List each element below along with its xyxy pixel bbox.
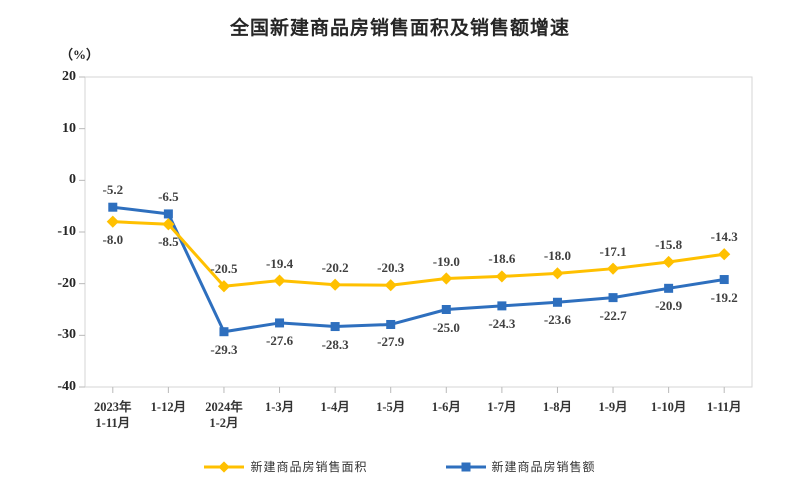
marker-square xyxy=(441,305,451,314)
data-label: -5.2 xyxy=(102,182,124,198)
x-axis-label: 1-10月 xyxy=(650,400,687,414)
marker-square xyxy=(219,327,229,337)
x-axis-label: 1-9月 xyxy=(598,400,628,414)
data-label: -23.6 xyxy=(543,312,571,328)
y-tick-label: -40 xyxy=(57,379,76,394)
y-tick-label: 20 xyxy=(62,69,76,84)
plot-border xyxy=(84,76,753,388)
y-tick-label: 0 xyxy=(69,172,76,188)
data-label: -27.6 xyxy=(265,332,294,348)
data-label: -25.0 xyxy=(432,319,460,335)
marker-diamond xyxy=(162,218,175,231)
data-label: -17.1 xyxy=(599,243,627,259)
data-label: -20.2 xyxy=(321,259,349,275)
y-tick-label: -10 xyxy=(57,224,76,239)
data-label: -8.0 xyxy=(102,231,124,247)
legend-item: 新建商品房销售面积 xyxy=(204,458,367,475)
y-tick-label: 10 xyxy=(62,120,76,136)
legend: 新建商品房销售面积 新建商品房销售额 xyxy=(0,458,800,475)
data-label: -19.4 xyxy=(265,255,294,271)
data-label: -27.9 xyxy=(377,334,405,350)
data-label: -8.5 xyxy=(158,234,179,250)
legend-label: 新建商品房销售面积 xyxy=(250,460,368,474)
data-label: -20.3 xyxy=(377,260,405,276)
x-axis-label: 1-3月 xyxy=(264,400,295,414)
data-label: -19.2 xyxy=(710,289,738,305)
marker-diamond xyxy=(217,280,231,293)
legend-diamond-marker-icon xyxy=(204,460,245,473)
marker-diamond xyxy=(440,272,453,285)
data-label: -14.3 xyxy=(710,229,738,245)
legend-square-marker-icon xyxy=(445,462,486,471)
marker-square xyxy=(163,209,173,219)
data-label: -28.3 xyxy=(321,336,349,352)
x-axis-label: 1-12月 xyxy=(150,400,187,414)
marker-diamond xyxy=(718,248,731,261)
data-label: -6.5 xyxy=(158,188,179,204)
x-axis-label: 1-6月 xyxy=(431,400,461,414)
marker-square xyxy=(108,202,118,212)
data-label: -22.7 xyxy=(599,307,627,323)
marker-diamond xyxy=(662,255,675,269)
marker-square xyxy=(552,297,562,307)
marker-diamond xyxy=(495,270,508,283)
y-tick-label: -20 xyxy=(57,275,76,291)
legend-item: 新建商品房销售额 xyxy=(445,458,596,475)
data-label: -20.9 xyxy=(655,298,683,314)
marker-diamond xyxy=(551,267,564,280)
x-axis-label: 1-8月 xyxy=(542,400,573,414)
data-label: -15.8 xyxy=(655,236,683,252)
marker-diamond xyxy=(273,274,286,287)
data-label: -18.6 xyxy=(488,251,516,267)
x-axis-label: 1-4月 xyxy=(320,400,350,414)
marker-square xyxy=(608,293,618,303)
marker-diamond xyxy=(606,262,620,275)
marker-square xyxy=(330,322,340,332)
series-line-1 xyxy=(111,205,726,334)
data-label: -29.3 xyxy=(210,341,238,357)
marker-diamond xyxy=(329,278,342,291)
y-tick-label: -30 xyxy=(57,327,76,343)
y-axis-unit-label: （%） xyxy=(60,47,100,62)
data-label: -24.3 xyxy=(488,315,516,331)
data-label: -18.0 xyxy=(543,248,571,264)
x-axis-label: 1-7月 xyxy=(487,400,517,414)
x-axis-label: 1-5月 xyxy=(376,400,406,414)
series-line-0 xyxy=(111,220,726,288)
marker-diamond xyxy=(106,215,119,228)
marker-square xyxy=(719,275,729,285)
data-label: -19.0 xyxy=(432,253,460,269)
marker-square xyxy=(497,301,507,311)
chart-title: 全国新建商品房销售面积及销售额增速 xyxy=(229,18,570,39)
marker-diamond xyxy=(384,279,397,292)
marker-square xyxy=(664,283,674,293)
marker-square xyxy=(275,318,285,328)
x-axis-label: 2024年 1-2月 xyxy=(205,400,243,430)
data-label: -20.5 xyxy=(210,261,238,277)
x-axis-label: 2023年 1-11月 xyxy=(94,400,132,430)
legend-label: 新建商品房销售额 xyxy=(491,460,596,474)
marker-square xyxy=(386,319,396,329)
x-axis-label: 1-11月 xyxy=(706,400,742,414)
